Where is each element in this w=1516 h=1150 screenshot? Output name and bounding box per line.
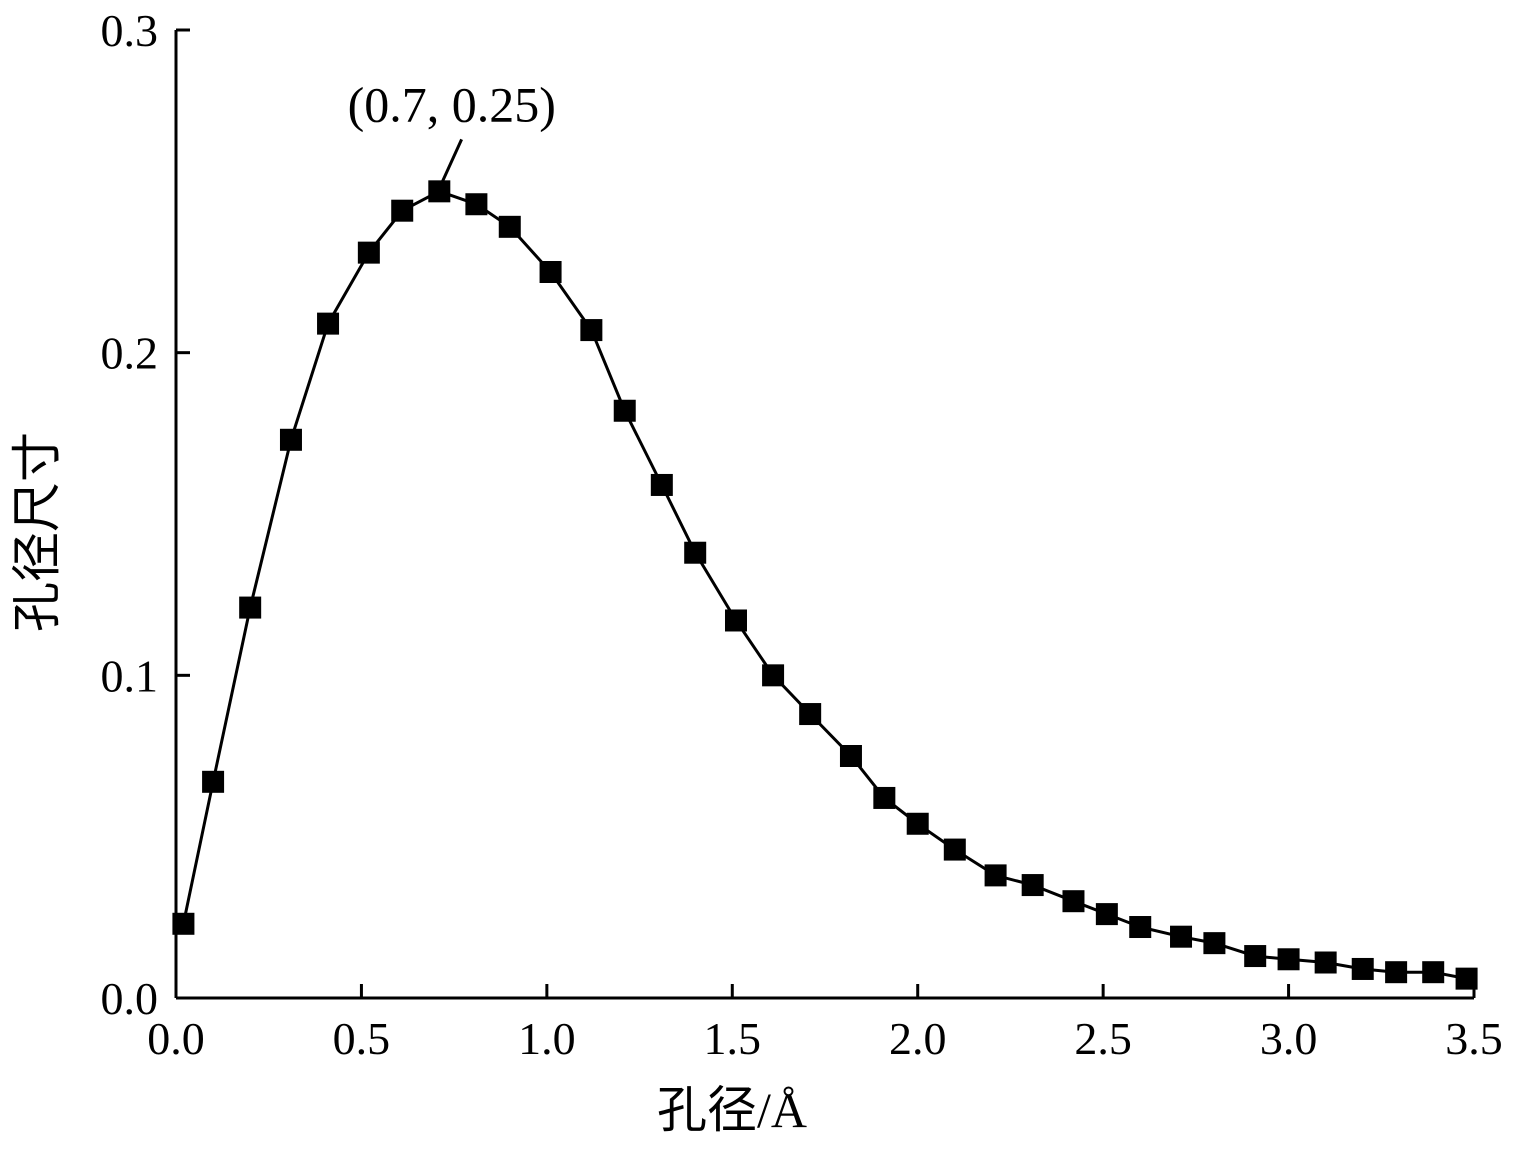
data-point-marker: [1422, 961, 1445, 984]
y-tick-label: 0.0: [101, 973, 159, 1024]
y-tick-label: 0.3: [101, 5, 159, 56]
x-axis-title: 孔径/Å: [657, 1082, 807, 1138]
x-tick-label: 0.5: [333, 1013, 391, 1064]
data-point-marker: [1314, 951, 1337, 974]
y-tick-label: 0.1: [101, 650, 159, 701]
data-point-marker: [279, 428, 302, 451]
x-tick-label: 2.0: [889, 1013, 947, 1064]
data-point-marker: [650, 473, 673, 496]
data-point-marker: [498, 215, 521, 238]
x-tick-label: 3.5: [1445, 1013, 1503, 1064]
data-point-marker: [202, 770, 225, 793]
data-point-marker: [839, 745, 862, 767]
data-series: [172, 180, 1478, 990]
data-point-marker: [1062, 890, 1085, 913]
data-point-marker: [428, 180, 451, 203]
data-point-marker: [1385, 961, 1408, 984]
data-point-marker: [1095, 903, 1118, 926]
x-tick-label: 2.5: [1074, 1013, 1132, 1064]
x-tick-label: 3.0: [1260, 1013, 1318, 1064]
y-tick-label: 0.2: [101, 328, 159, 379]
x-tick-label: 1.5: [704, 1013, 762, 1064]
x-tick-label: 1.0: [518, 1013, 576, 1064]
data-point-marker: [1244, 945, 1267, 968]
y-axis-title: 孔径尺寸: [9, 432, 65, 632]
annotation-leader-line: [440, 138, 463, 184]
annotations: (0.7, 0.25): [348, 76, 556, 184]
axes: [174, 30, 1474, 1000]
data-point-marker: [1203, 932, 1226, 955]
y-axis-ticks: 0.0 0.1 0.2 0.3: [101, 5, 190, 1024]
data-point-marker: [906, 812, 929, 835]
data-point-marker: [391, 199, 414, 222]
data-point-marker: [465, 193, 488, 216]
data-point-marker: [724, 609, 747, 632]
data-point-marker: [984, 864, 1007, 887]
x-tick-label: 0.0: [147, 1013, 205, 1064]
data-point-marker: [762, 664, 785, 687]
data-point-marker: [684, 541, 707, 564]
data-point-marker: [357, 241, 380, 264]
data-point-marker: [172, 912, 195, 935]
data-point-marker: [539, 261, 562, 283]
data-point-marker: [873, 786, 896, 809]
data-point-marker: [1351, 957, 1374, 980]
data-point-marker: [1170, 925, 1193, 948]
data-point-marker: [580, 319, 603, 342]
data-point-marker: [799, 703, 822, 726]
data-point-marker: [1455, 967, 1478, 990]
peak-annotation-label: (0.7, 0.25): [348, 76, 556, 132]
data-point-marker: [613, 399, 636, 422]
data-point-marker: [239, 596, 262, 619]
data-point-marker: [1277, 948, 1300, 971]
data-point-marker: [1021, 874, 1044, 897]
data-point-marker: [943, 838, 966, 861]
data-point-marker: [317, 312, 340, 335]
x-axis-ticks: 0.0 0.5 1.0 1.5 2.0 2.5 3.0 3.5: [147, 984, 1503, 1064]
data-point-marker: [1129, 916, 1152, 939]
